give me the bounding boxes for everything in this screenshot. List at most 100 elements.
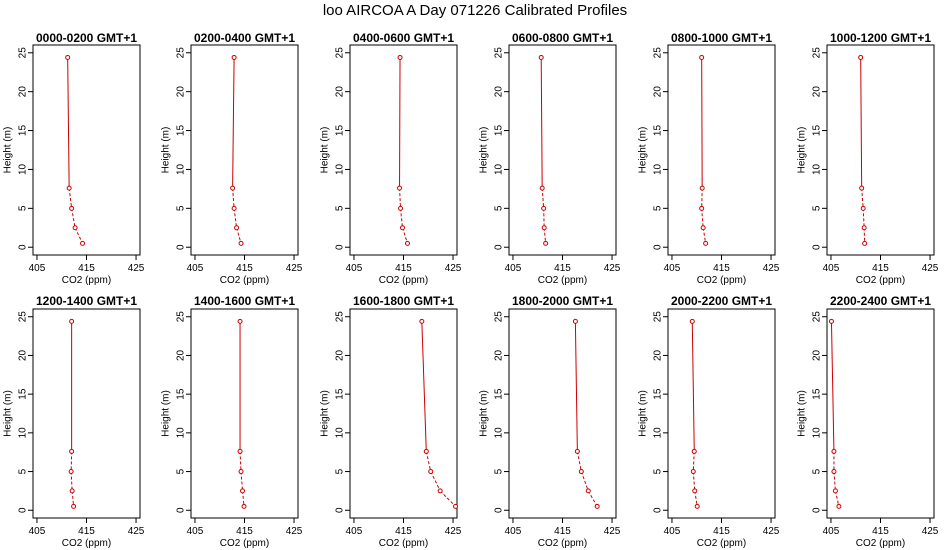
data-point <box>574 448 580 454</box>
plot-frame <box>508 44 617 256</box>
y-tick-label: 15 <box>335 388 346 400</box>
data-point <box>862 240 868 246</box>
y-tick-label: 0 <box>176 507 187 513</box>
x-tick-label: 425 <box>286 263 303 274</box>
y-tick-label: 25 <box>18 47 29 59</box>
x-tick-label: 415 <box>554 526 571 537</box>
data-point <box>860 205 866 211</box>
profile-segment <box>240 471 244 491</box>
y-tick-label: 10 <box>812 427 823 439</box>
profile-segment <box>425 451 432 472</box>
profile-segment <box>242 490 245 507</box>
y-tick-label: 5 <box>812 468 823 474</box>
data-point <box>237 318 243 324</box>
data-point <box>539 185 545 191</box>
data-point <box>231 54 237 60</box>
y-tick-label: 5 <box>18 468 29 474</box>
profile-segment <box>233 208 238 228</box>
y-tick-label: 10 <box>812 163 823 175</box>
profile-segment <box>541 188 545 209</box>
y-tick-label: 0 <box>494 244 505 250</box>
profile-segment <box>861 188 864 209</box>
profile-segment <box>71 208 76 228</box>
data-point <box>69 318 75 324</box>
x-tick-label: 415 <box>713 526 730 537</box>
x-tick-label: 405 <box>505 526 522 537</box>
data-point <box>423 448 429 454</box>
y-tick-label: 15 <box>494 388 505 400</box>
plot-frame <box>190 308 299 519</box>
data-point <box>578 469 584 475</box>
panel-title: 2000-2200 GMT+1 <box>671 294 772 308</box>
data-point <box>689 318 695 324</box>
profile-segment <box>692 451 695 472</box>
y-tick-label: 20 <box>335 349 346 361</box>
data-point <box>541 225 547 231</box>
y-tick-label: 25 <box>494 47 505 59</box>
y-tick-label: 20 <box>176 86 187 98</box>
y-tick-label: 15 <box>176 125 187 137</box>
data-point <box>858 54 864 60</box>
y-tick-label: 20 <box>653 86 664 98</box>
y-tick-label: 5 <box>176 468 187 474</box>
data-point <box>404 240 410 246</box>
y-tick-label: 20 <box>653 349 664 361</box>
x-tick-label: 405 <box>823 526 840 537</box>
data-point <box>861 225 867 231</box>
data-point <box>453 503 459 509</box>
x-tick-label: 405 <box>29 526 46 537</box>
profile-panel-1: 0000-0200 GMT+1 405 415 425 0 5 10 15 20 25 CO2 (p… <box>3 31 145 286</box>
y-tick-label: 5 <box>176 205 187 211</box>
x-tick-label: 425 <box>922 263 939 274</box>
panel-title: 1200-1400 GMT+1 <box>36 294 137 308</box>
profile-panel-10: 1800-2000 GMT+1 405 415 425 0 5 10 15 20 25 CO2 (p… <box>479 294 621 549</box>
x-axis-label: CO2 (ppm) <box>62 538 111 549</box>
panel-title: 0200-0400 GMT+1 <box>194 31 295 45</box>
data-point <box>700 225 706 231</box>
y-tick-label: 25 <box>18 311 29 323</box>
y-tick-label: 15 <box>335 125 346 137</box>
panel-title: 1800-2000 GMT+1 <box>512 294 613 308</box>
x-tick-label: 415 <box>395 526 412 537</box>
data-point <box>68 469 74 475</box>
y-tick-label: 25 <box>494 311 505 323</box>
y-axis-label: Height (m) <box>320 127 331 174</box>
y-tick-label: 5 <box>494 205 505 211</box>
y-tick-label: 0 <box>18 244 29 250</box>
data-point <box>69 448 75 454</box>
profile-segment <box>70 471 73 491</box>
x-axis-label: CO2 (ppm) <box>856 275 905 286</box>
data-point <box>836 503 842 509</box>
data-point <box>72 225 78 231</box>
panel-title: 0400-0600 GMT+1 <box>353 31 454 45</box>
profile-segment <box>236 227 242 244</box>
y-axis-label: Height (m) <box>797 127 808 174</box>
data-point <box>231 205 237 211</box>
y-tick-label: 15 <box>812 125 823 137</box>
y-tick-label: 25 <box>176 47 187 59</box>
x-axis-label: CO2 (ppm) <box>538 538 587 549</box>
profile-panel-4: 0600-0800 GMT+1 405 415 425 0 5 10 15 20 25 CO2 (p… <box>479 31 621 286</box>
y-tick-label: 20 <box>812 349 823 361</box>
y-axis-label: Height (m) <box>3 390 14 437</box>
y-tick-label: 15 <box>653 388 664 400</box>
y-tick-label: 25 <box>176 311 187 323</box>
y-tick-label: 0 <box>812 507 823 513</box>
y-tick-label: 5 <box>18 205 29 211</box>
panel-title: 2200-2400 GMT+1 <box>830 294 931 308</box>
x-tick-label: 425 <box>604 526 621 537</box>
profile-segment <box>834 490 840 507</box>
data-point <box>831 448 837 454</box>
panel-title: 1600-1800 GMT+1 <box>353 294 454 308</box>
profile-segment <box>587 490 598 507</box>
x-tick-label: 405 <box>346 526 363 537</box>
y-tick-label: 0 <box>812 244 823 250</box>
profile-segment <box>543 227 547 244</box>
profile-segment <box>576 451 582 472</box>
y-tick-label: 5 <box>812 205 823 211</box>
y-tick-label: 0 <box>653 507 664 513</box>
data-point <box>397 185 403 191</box>
data-point <box>238 240 244 246</box>
y-tick-label: 15 <box>653 125 664 137</box>
data-point <box>69 488 75 494</box>
